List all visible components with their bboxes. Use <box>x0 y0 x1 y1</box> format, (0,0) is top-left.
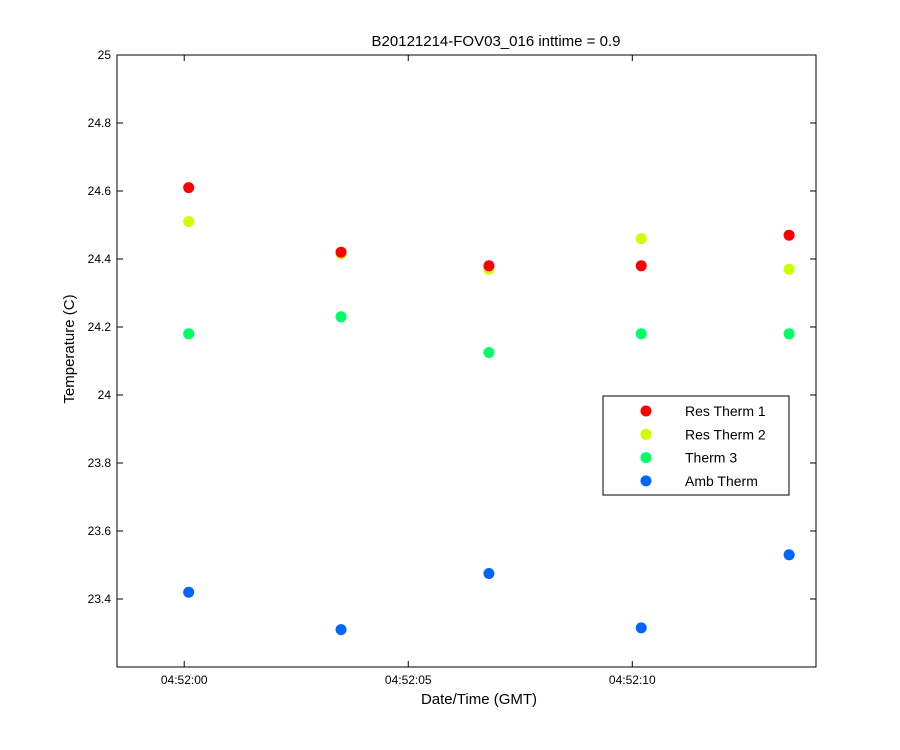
data-point <box>183 328 195 340</box>
legend-label: Amb Therm <box>685 473 758 489</box>
legend-marker <box>640 452 652 464</box>
legend-box <box>602 395 790 496</box>
data-point <box>483 260 495 272</box>
data-point <box>635 622 647 634</box>
data-point <box>483 568 495 579</box>
x-tick-label: 04:52:10 <box>609 673 656 687</box>
legend-marker <box>640 405 652 417</box>
data-point <box>335 246 347 258</box>
data-point <box>635 233 647 245</box>
plot-area <box>116 54 817 668</box>
y-axis-label: Temperature (C) <box>61 294 78 403</box>
y-tick-label: 24 <box>98 388 112 402</box>
data-point <box>635 328 647 340</box>
legend-marker <box>640 428 652 440</box>
data-point <box>783 263 795 275</box>
points-layer <box>183 182 795 636</box>
data-point <box>183 586 195 598</box>
data-point <box>335 311 347 323</box>
data-point <box>183 216 195 228</box>
data-point <box>335 624 347 636</box>
chart-title: B20121214-FOV03_016 inttime = 0.9 <box>372 33 621 50</box>
legend: Res Therm 1 Res Therm 2 Therm 3 Amb Therm <box>602 395 790 496</box>
legend-label: Therm 3 <box>685 450 737 466</box>
x-tick-label: 04:52:00 <box>161 673 208 687</box>
ticks-layer: 23.4 23.6 23.8 24 24.2 24.4 24.6 24.8 25 04:52:00… <box>88 48 816 687</box>
legend-items: Res Therm 1 Res Therm 2 Therm 3 Amb Therm <box>640 403 766 489</box>
data-point <box>635 260 647 272</box>
legend-marker <box>640 475 652 487</box>
y-tick-label: 23.8 <box>88 456 112 470</box>
legend-label: Res Therm 2 <box>685 426 766 442</box>
data-point <box>483 347 495 358</box>
y-tick-label: 24.2 <box>88 320 112 334</box>
data-point <box>183 182 195 194</box>
x-tick-label: 04:52:05 <box>385 673 432 687</box>
x-axis-label: Date/Time (GMT) <box>421 691 537 708</box>
y-tick-label: 24.6 <box>88 184 112 198</box>
data-point <box>783 229 795 241</box>
data-point <box>783 328 795 340</box>
y-tick-label: 23.6 <box>88 524 112 538</box>
y-tick-label: 23.4 <box>88 592 112 606</box>
legend-label: Res Therm 1 <box>685 403 766 419</box>
data-point <box>783 549 795 561</box>
y-tick-label: 24.8 <box>88 116 112 130</box>
y-tick-label: 24.4 <box>88 252 112 266</box>
y-tick-label: 25 <box>98 48 112 62</box>
